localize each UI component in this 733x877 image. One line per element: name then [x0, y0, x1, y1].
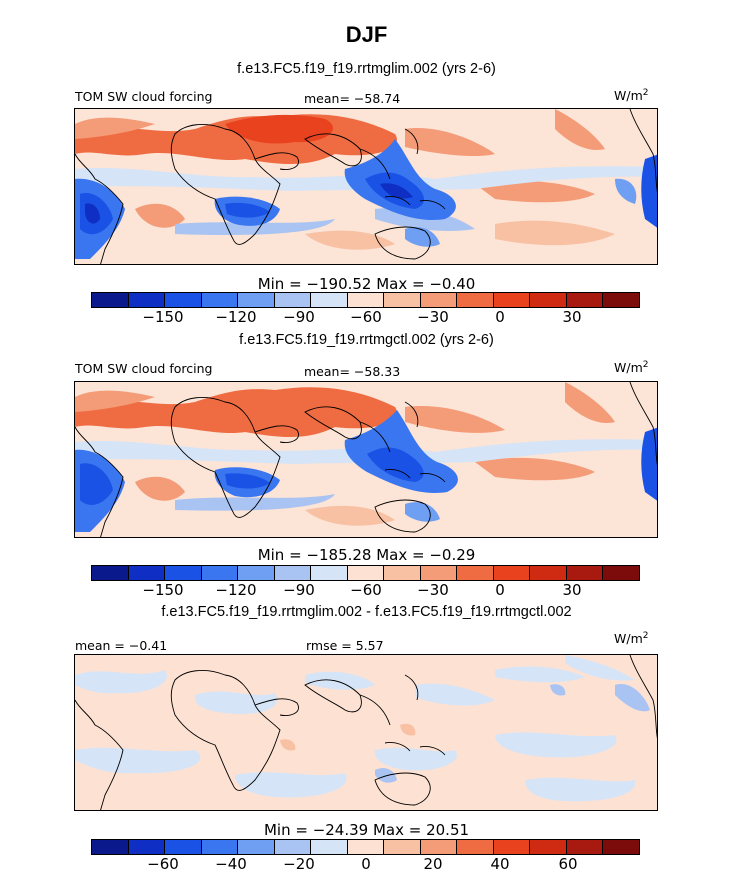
- panel-1-min-max: Min = −190.52 Max = −0.40: [257, 275, 476, 293]
- season-title: DJF: [345, 22, 388, 47]
- panel-1-tick: −150: [142, 308, 184, 326]
- panel-3-tick: 40: [490, 855, 510, 873]
- panel-1-mean-label: mean= −58.74: [304, 91, 401, 106]
- panel-2-field-label: TOM SW cloud forcing: [75, 361, 213, 376]
- panel-1-tick: −30: [417, 308, 449, 326]
- panel-2-tick: −150: [142, 581, 184, 599]
- panel-3-colorbar: [91, 839, 640, 855]
- panel-2-tick: 30: [562, 581, 582, 599]
- panel-3-tick: −20: [283, 855, 315, 873]
- panel-3-units: W/m2: [614, 631, 649, 647]
- panel-2-tick: 0: [495, 581, 505, 599]
- panel-2-colorbar: [91, 565, 640, 581]
- panel-3-rmse-label: rmse = 5.57: [306, 638, 384, 653]
- panel-2-tick: −90: [283, 581, 315, 599]
- panel-2-case-title: f.e13.FC5.f19_f19.rrtmgctl.002 (yrs 2-6): [239, 332, 494, 348]
- panel-1-map: [74, 108, 658, 265]
- panel-1-tick: −60: [350, 308, 382, 326]
- panel-3-tick: −40: [215, 855, 247, 873]
- panel-1-tick: −120: [215, 308, 257, 326]
- panel-1-tick: 0: [495, 308, 505, 326]
- panel-2-tick: −120: [215, 581, 257, 599]
- panel-3-map: [74, 654, 658, 811]
- panel-1-tick: −90: [283, 308, 315, 326]
- panel-3-tick: −60: [147, 855, 179, 873]
- panel-1-case-title: f.e13.FC5.f19_f19.rrtmglim.002 (yrs 2-6): [237, 61, 496, 77]
- panel-3-case-title: f.e13.FC5.f19_f19.rrtmglim.002 - f.e13.F…: [161, 604, 572, 620]
- panel-3-tick: 0: [361, 855, 371, 873]
- panel-3-mean-label: mean = −0.41: [75, 638, 168, 653]
- panel-1-colorbar: [91, 292, 640, 308]
- panel-3-tick: 20: [423, 855, 443, 873]
- panel-2-mean-label: mean= −58.33: [304, 364, 401, 379]
- panel-1-tick: 30: [562, 308, 582, 326]
- panel-2-units: W/m2: [614, 360, 649, 376]
- panel-2-tick: −60: [350, 581, 382, 599]
- panel-1-units: W/m2: [614, 88, 649, 104]
- panel-2-min-max: Min = −185.28 Max = −0.29: [257, 546, 476, 564]
- panel-2-map: [74, 381, 658, 538]
- panel-3-min-max: Min = −24.39 Max = 20.51: [263, 821, 470, 839]
- panel-3-tick: 60: [558, 855, 578, 873]
- panel-1-field-label: TOM SW cloud forcing: [75, 89, 213, 104]
- panel-2-tick: −30: [417, 581, 449, 599]
